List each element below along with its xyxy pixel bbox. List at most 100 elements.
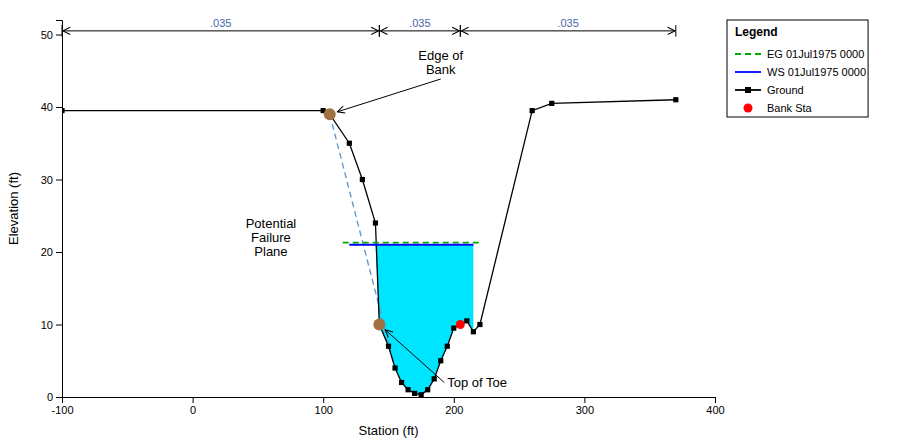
tick: 0	[190, 397, 196, 416]
data-point	[347, 141, 352, 146]
legend: Legend EG 01Jul1975 0000 WS 01Jul1975 0000…	[727, 20, 868, 117]
annotation-line: Plane	[254, 244, 287, 259]
tick: 20	[41, 246, 62, 258]
data-point	[464, 318, 469, 323]
data-point	[530, 108, 535, 113]
data-point	[405, 387, 410, 392]
annotation-line: Edge of	[418, 48, 463, 63]
tick-mark	[56, 180, 62, 181]
tick-label: 40	[41, 101, 53, 113]
legend-item: WS 01Jul1975 0000	[735, 66, 866, 78]
dimension-label: .035	[557, 17, 578, 29]
data-point	[392, 365, 397, 370]
legend-label: EG 01Jul1975 0000	[767, 48, 864, 60]
series	[349, 244, 473, 245]
series-line	[62, 100, 676, 395]
dimension-end	[379, 25, 380, 37]
annotation: Edge ofBank	[418, 48, 463, 77]
chart: -100010020030040001020304050Station (ft)…	[0, 0, 900, 445]
feature-point	[324, 108, 336, 120]
annotation-arrow	[385, 330, 444, 383]
tick-label: 300	[576, 404, 594, 416]
legend-label: Bank Sta	[767, 102, 813, 114]
dimension: .035	[379, 17, 460, 37]
tick: 10	[41, 319, 62, 331]
tick: 40	[41, 101, 62, 113]
tick-mark	[56, 107, 62, 108]
data-point	[456, 320, 465, 329]
data-point	[451, 326, 456, 331]
dimension-label: .035	[409, 17, 430, 29]
legend-item: Bank Sta	[744, 102, 813, 114]
axis-line	[63, 398, 716, 404]
legend-swatch	[735, 53, 761, 55]
annotation: Top of Toe	[447, 375, 507, 390]
plot-area	[62, 97, 678, 397]
series	[375, 320, 465, 329]
data-point	[673, 97, 678, 102]
tick-mark	[584, 397, 585, 403]
tick-label: 30	[41, 174, 53, 186]
legend-label: Ground	[767, 84, 804, 96]
tick: 30	[41, 174, 62, 186]
dimension-end	[379, 25, 380, 37]
tick: 200	[445, 397, 463, 416]
legend-title: Legend	[735, 25, 778, 39]
series	[343, 242, 480, 243]
annotation-line: Bank	[426, 62, 456, 77]
tick: -100	[51, 397, 73, 416]
dimension-label: .035	[210, 17, 231, 29]
legend-frame	[727, 20, 868, 117]
legend-item: EG 01Jul1975 0000	[735, 48, 864, 60]
legend-item: Ground	[735, 84, 804, 96]
feature-points	[324, 108, 386, 330]
dimension-end	[460, 25, 461, 37]
data-point	[432, 376, 437, 381]
data-point	[477, 322, 482, 327]
tick: 300	[576, 397, 594, 416]
tick-label: 50	[41, 29, 53, 41]
dimension-end	[460, 25, 461, 37]
dimension: .035	[460, 17, 675, 37]
tick-mark	[56, 397, 62, 398]
annotation: PotentialFailurePlane	[246, 216, 297, 259]
tick-mark	[56, 252, 62, 253]
legend-marker	[745, 87, 751, 93]
series-line	[343, 242, 480, 244]
x-axis-title: Station (ft)	[359, 423, 419, 438]
series	[62, 97, 678, 397]
tick-mark	[193, 397, 194, 403]
data-point	[360, 177, 365, 182]
data-point	[549, 101, 554, 106]
annotations: Edge ofBank Top of Toe PotentialFailurePla…	[246, 48, 507, 390]
tick-label: -100	[51, 404, 73, 416]
feature-point	[373, 319, 385, 331]
legend-label: WS 01Jul1975 0000	[767, 66, 866, 78]
data-point	[438, 358, 443, 363]
dimension-end	[62, 25, 63, 37]
data-point	[399, 380, 404, 385]
tick-label: 20	[41, 246, 53, 258]
axis-line	[56, 21, 63, 398]
dimension-line	[380, 30, 459, 31]
y-axis-title: Elevation (ft)	[6, 172, 21, 245]
data-point	[412, 391, 417, 396]
dimension-end	[675, 25, 676, 37]
dimension-lines: .035 .035 .035	[62, 17, 676, 37]
tick-mark	[56, 325, 62, 326]
dimension-line	[461, 30, 674, 31]
legend-marker	[744, 104, 753, 113]
tick-label: 10	[41, 319, 53, 331]
tick-label: 0	[47, 391, 53, 403]
tick: 100	[315, 397, 333, 416]
series-line	[349, 244, 473, 246]
tick-mark	[715, 397, 716, 403]
tick-label: 400	[706, 404, 724, 416]
annotation-line: Potential	[246, 216, 297, 231]
tick-mark	[56, 35, 62, 36]
tick: 50	[41, 29, 62, 41]
tick-mark	[454, 397, 455, 403]
annotation-arrow	[337, 79, 440, 112]
legend-swatch	[735, 71, 761, 73]
data-point	[425, 387, 430, 392]
